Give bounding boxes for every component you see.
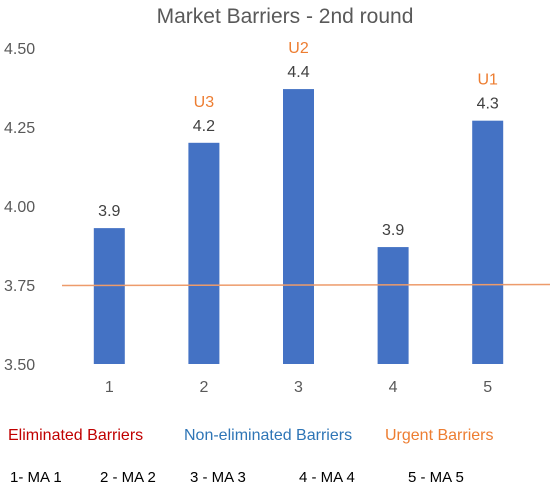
- y-tick-label: 4.50: [4, 41, 35, 58]
- data-label: 4.4: [287, 64, 309, 81]
- y-tick-label: 3.75: [4, 278, 35, 295]
- key-item-5: 5 - MA 5: [408, 469, 464, 486]
- x-tick-label: 2: [199, 379, 208, 396]
- y-tick-label: 3.50: [4, 357, 35, 374]
- key-item-4: 4 - MA 4: [299, 469, 355, 486]
- y-tick-label: 4.00: [4, 199, 35, 216]
- chart-title: Market Barriers - 2nd round: [157, 5, 414, 28]
- x-tick-label: 5: [483, 379, 492, 396]
- bar-2: [188, 142, 220, 364]
- urgent-label: U2: [288, 40, 309, 57]
- urgent-label: U3: [194, 94, 215, 111]
- category-key: 1- MA 1 2 - MA 2 3 - MA 3 4 - MA 4 5 - M…: [0, 469, 550, 491]
- y-tick-label: 4.25: [4, 120, 35, 137]
- bar-3: [283, 89, 314, 364]
- data-label: 3.9: [98, 203, 120, 220]
- threshold-line: [61, 283, 550, 287]
- x-tick-label: 4: [389, 379, 398, 396]
- key-item-3: 3 - MA 3: [190, 469, 246, 486]
- bar-4: [377, 247, 409, 364]
- key-item-1: 1- MA 1: [10, 469, 62, 486]
- urgent-label: U1: [477, 72, 498, 89]
- data-label: 4.2: [193, 118, 215, 135]
- x-tick-label: 3: [294, 379, 303, 396]
- legend-eliminated: Eliminated Barriers: [8, 427, 144, 444]
- legend: Eliminated Barriers Non-eliminated Barri…: [0, 427, 550, 449]
- bar-5: [472, 120, 504, 365]
- bar-chart: Market Barriers - 2nd round 3.50 3.75 4.00…: [4, 5, 550, 396]
- legend-non-eliminated: Non-eliminated Barriers: [184, 427, 353, 444]
- bar-1: [93, 228, 125, 364]
- key-item-2: 2 - MA 2: [100, 469, 156, 486]
- data-label: 4.3: [477, 96, 499, 113]
- data-label: 3.9: [382, 222, 404, 239]
- legend-urgent: Urgent Barriers: [385, 427, 494, 444]
- x-tick-label: 1: [105, 379, 114, 396]
